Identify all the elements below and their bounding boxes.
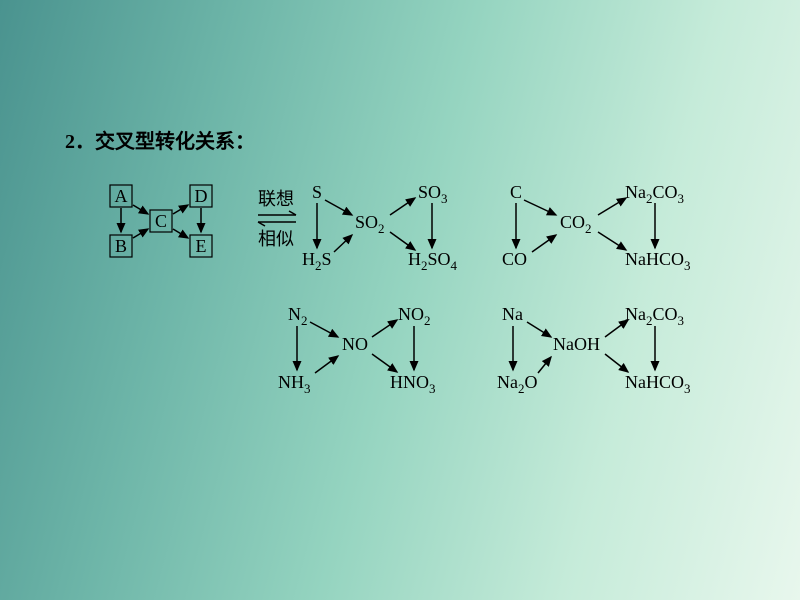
svg-text:D: D [195, 186, 208, 206]
diagram-svg: A D C B E 联想 相似 S SO3 SO2 H2S H2SO4 [0, 0, 800, 600]
svg-text:C: C [155, 211, 167, 231]
svg-text:N2: N2 [288, 304, 308, 328]
svg-text:Na2CO3: Na2CO3 [625, 182, 684, 206]
svg-text:H2SO4: H2SO4 [408, 249, 458, 273]
abstract-block: A D C B E [110, 185, 212, 257]
svg-text:NO2: NO2 [398, 304, 431, 328]
sodium-block: Na Na2CO3 NaOH Na2O NaHCO3 [497, 304, 691, 396]
svg-text:Na: Na [502, 304, 523, 324]
svg-text:Na2O: Na2O [497, 372, 538, 396]
svg-text:NaHCO3: NaHCO3 [625, 249, 691, 273]
svg-text:C: C [510, 182, 522, 202]
svg-text:H2S: H2S [302, 249, 332, 273]
svg-text:联想: 联想 [258, 189, 294, 209]
carbon-block: C Na2CO3 CO2 CO NaHCO3 [502, 182, 691, 273]
svg-text:E: E [196, 236, 207, 256]
svg-text:CO: CO [502, 249, 527, 269]
svg-text:NO: NO [342, 334, 368, 354]
sulfur-block: S SO3 SO2 H2S H2SO4 [302, 182, 458, 273]
lianxiang-label: 联想 相似 [258, 189, 296, 249]
nitrogen-block: N2 NO2 NO NH3 HNO3 [278, 304, 436, 396]
svg-text:SO2: SO2 [355, 212, 385, 236]
svg-text:相似: 相似 [258, 229, 294, 249]
svg-text:SO3: SO3 [418, 182, 448, 206]
svg-text:Na2CO3: Na2CO3 [625, 304, 684, 328]
svg-text:B: B [115, 236, 127, 256]
svg-text:NaHCO3: NaHCO3 [625, 372, 691, 396]
svg-text:NH3: NH3 [278, 372, 311, 396]
svg-text:S: S [312, 182, 322, 202]
svg-text:HNO3: HNO3 [390, 372, 436, 396]
svg-text:CO2: CO2 [560, 212, 592, 236]
svg-text:A: A [115, 186, 128, 206]
svg-text:NaOH: NaOH [553, 334, 600, 354]
